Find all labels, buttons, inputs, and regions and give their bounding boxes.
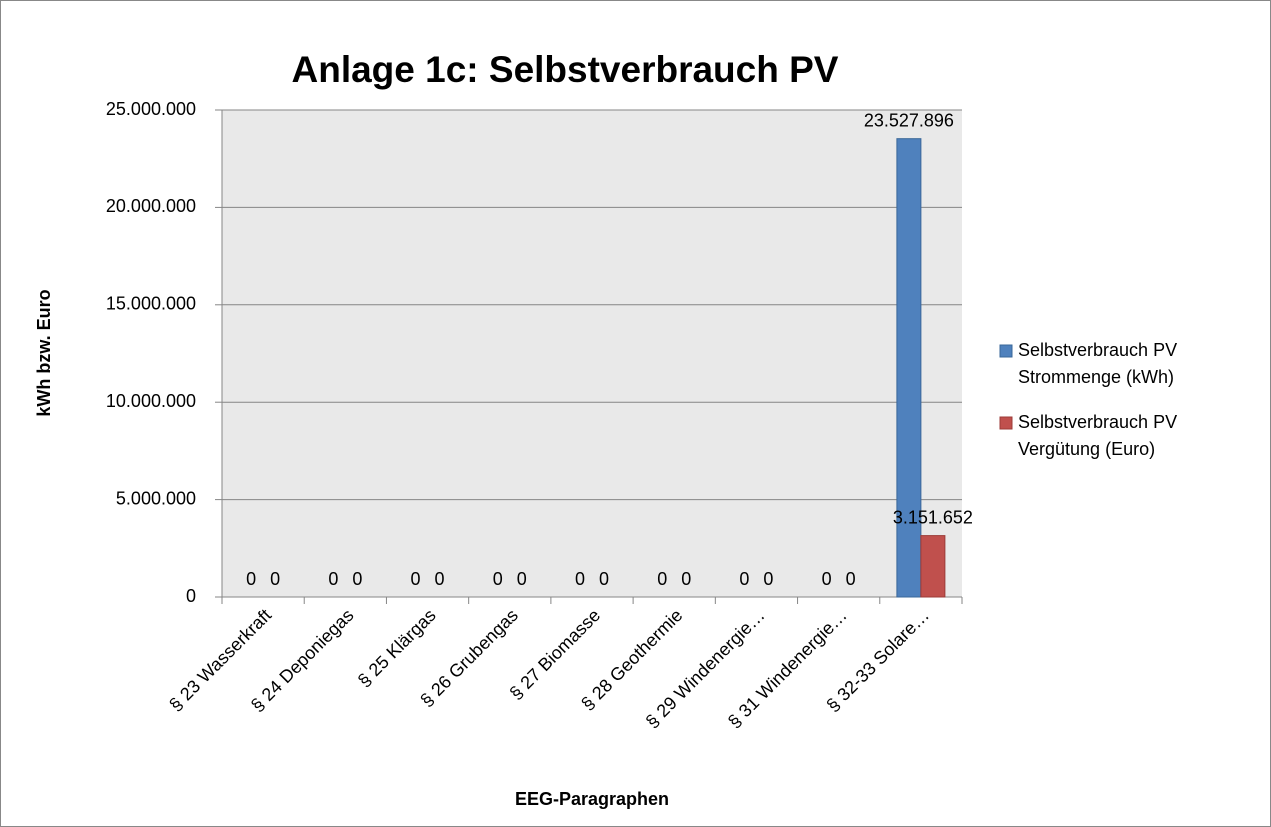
data-label: 0: [822, 569, 832, 589]
chart-title: Anlage 1c: Selbstverbrauch PV: [292, 49, 839, 90]
data-label: 3.151.652: [893, 507, 973, 527]
data-label: 0: [846, 569, 856, 589]
data-label: 0: [599, 569, 609, 589]
x-axis-title: EEG-Paragraphen: [515, 789, 669, 809]
data-label: 0: [411, 569, 421, 589]
data-label: 0: [517, 569, 527, 589]
bar: [920, 535, 946, 598]
y-tick-label: 10.000.000: [106, 391, 196, 411]
y-tick-label: 20.000.000: [106, 196, 196, 216]
legend-swatch: [999, 416, 1013, 430]
y-axis-title: kWh bzw. Euro: [34, 289, 54, 416]
data-label: 0: [328, 569, 338, 589]
data-label: 0: [493, 569, 503, 589]
data-label: 0: [763, 569, 773, 589]
y-tick-label: 15.000.000: [106, 294, 196, 314]
y-tick-label: 5.000.000: [116, 488, 196, 508]
legend-swatch: [999, 344, 1013, 358]
data-label: 0: [352, 569, 362, 589]
data-label: 0: [681, 569, 691, 589]
data-label: 0: [246, 569, 256, 589]
y-tick-label: 25.000.000: [106, 99, 196, 119]
data-label: 0: [435, 569, 445, 589]
bar: [896, 138, 922, 598]
data-label: 0: [657, 569, 667, 589]
data-label: 0: [739, 569, 749, 589]
data-label: 0: [575, 569, 585, 589]
data-label: 23.527.896: [864, 110, 954, 130]
y-tick-label: 0: [186, 586, 196, 606]
data-label: 0: [270, 569, 280, 589]
plot-area: [222, 110, 962, 597]
legend-label: Selbstverbrauch PV Vergütung (Euro): [1018, 412, 1178, 459]
legend-label: Selbstverbrauch PV Strommenge (kWh): [1018, 340, 1178, 387]
